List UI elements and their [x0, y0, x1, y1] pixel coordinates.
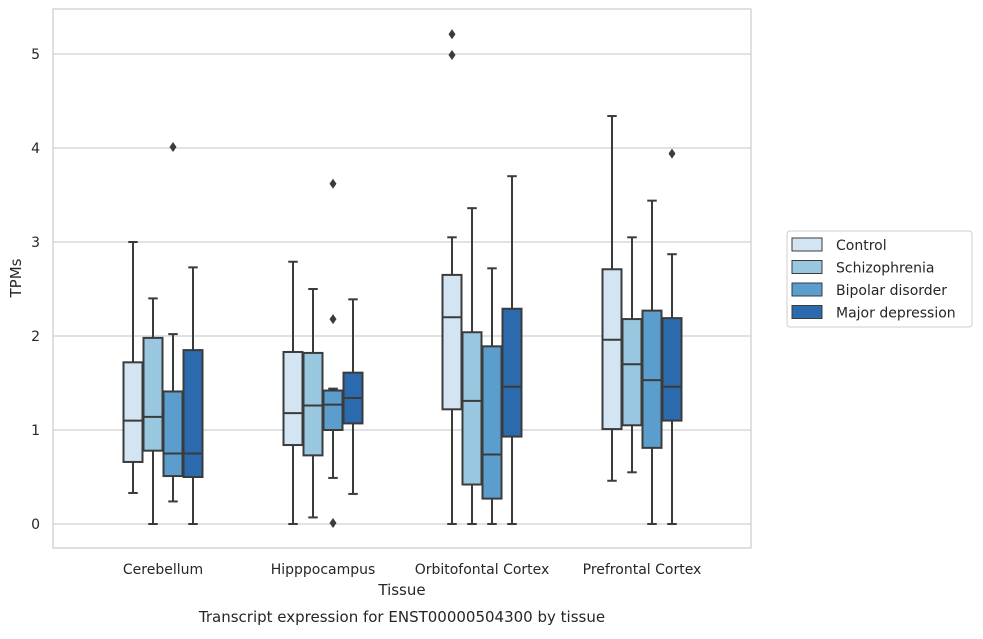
box-schizophrenia-2	[461, 207, 483, 525]
box-bipolar-disorder-0	[162, 142, 184, 503]
box-schizophrenia-1	[302, 288, 324, 519]
outlier-point	[169, 142, 177, 153]
box-body	[162, 390, 184, 478]
box-layer	[122, 29, 683, 529]
box-body	[481, 345, 503, 500]
box-body	[182, 349, 204, 479]
outlier-point	[448, 49, 456, 60]
box-bipolar-disorder-2	[481, 267, 503, 525]
box-major-depression-0	[182, 266, 204, 525]
legend-label: Control	[836, 238, 887, 254]
outlier-point	[448, 29, 456, 40]
box-bipolar-disorder-1	[322, 178, 344, 529]
box-control-1	[282, 260, 304, 525]
legend: Control Schizophrenia Bipolar disorder Majo…	[786, 230, 973, 328]
legend-frame	[786, 230, 973, 328]
legend-label: Schizophrenia	[836, 261, 934, 277]
box-body	[122, 361, 144, 463]
x-tick-label: Prefrontal Cortex	[583, 562, 702, 578]
box-body	[322, 389, 344, 431]
legend-swatch	[791, 305, 823, 319]
legend-label: Major depression	[836, 306, 956, 322]
box-control-2	[441, 29, 463, 525]
box-body	[282, 350, 304, 447]
box-major-depression-1	[342, 298, 364, 495]
outlier-point	[329, 178, 337, 189]
outlier-point	[329, 518, 337, 529]
legend-label: Bipolar disorder	[836, 283, 947, 299]
box-body	[461, 331, 483, 486]
box-control-0	[122, 241, 144, 494]
x-tick-label: Cerebellum	[123, 562, 203, 578]
legend-swatch	[791, 260, 823, 274]
x-axis-label: Tissue	[377, 581, 425, 599]
x-tick-label: Hipppocampus	[271, 562, 376, 578]
y-tick-labels: 0 1 2 3 4 5	[31, 47, 40, 533]
box-bipolar-disorder-3	[641, 199, 663, 525]
y-tick-label: 4	[31, 141, 40, 157]
box-major-depression-2	[501, 175, 523, 525]
box-body	[441, 273, 463, 411]
grid-layer	[53, 53, 751, 525]
y-tick-label: 0	[31, 517, 40, 533]
box-control-3	[601, 115, 623, 482]
y-axis-label: TPMs	[7, 258, 25, 298]
y-tick-label: 2	[31, 329, 40, 345]
box-body	[142, 336, 164, 452]
y-tick-label: 5	[31, 47, 40, 63]
plot-frame	[52, 8, 752, 549]
x-tick-label: Orbitofontal Cortex	[415, 562, 550, 578]
box-body	[302, 351, 324, 457]
box-schizophrenia-3	[621, 236, 643, 474]
legend-swatch	[791, 237, 823, 252]
box-body	[621, 318, 643, 427]
box-body	[661, 317, 683, 422]
y-tick-label: 1	[31, 423, 40, 439]
outlier-point	[329, 314, 337, 325]
chart-caption: Transcript expression for ENST0000050430…	[198, 608, 605, 626]
outlier-point	[668, 148, 676, 159]
box-schizophrenia-0	[142, 297, 164, 525]
x-tick-labels: Cerebellum Hipppocampus Orbitofontal Corte…	[123, 562, 701, 578]
box-body	[601, 268, 623, 431]
box-body	[501, 307, 523, 438]
y-tick-label: 3	[31, 235, 40, 251]
box-major-depression-3	[661, 148, 683, 525]
legend-swatch	[791, 282, 823, 297]
